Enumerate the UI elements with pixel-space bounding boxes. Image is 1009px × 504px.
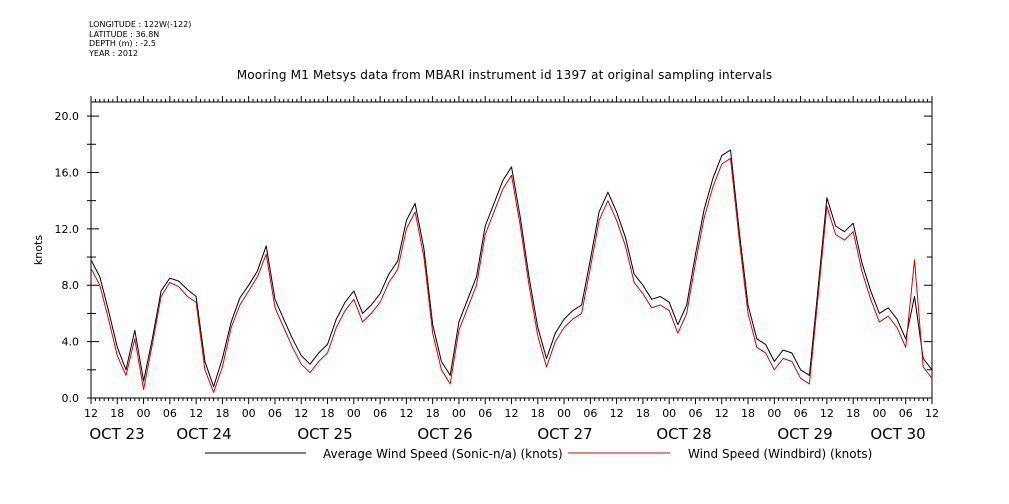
x-hour-label: 12	[610, 407, 624, 420]
x-hour-label: 00	[347, 407, 361, 420]
legend-label-windbird: Wind Speed (Windbird) (knots)	[688, 447, 872, 461]
year-label: YEAR : 2012	[89, 48, 139, 58]
x-hour-label: 12	[820, 407, 834, 420]
x-date-label: OCT 24	[176, 425, 231, 443]
x-hour-label: 06	[899, 407, 913, 420]
x-hour-label: 06	[794, 407, 808, 420]
x-hour-label: 18	[215, 407, 229, 420]
legend-label-sonic: Average Wind Speed (Sonic-n/a) (knots)	[323, 447, 563, 461]
depth-label: DEPTH (m) : -2.5	[89, 39, 156, 48]
x-hour-label: 06	[478, 407, 492, 420]
x-hour-label: 00	[767, 407, 781, 420]
x-date-label: OCT 26	[417, 425, 472, 443]
y-tick-label: 20.0	[55, 110, 80, 123]
y-axis-label: knots	[32, 235, 45, 265]
x-hour-label: 00	[137, 407, 151, 420]
chart-axes	[90, 101, 933, 399]
x-hour-label: 12	[84, 407, 98, 420]
series-line-2	[90, 157, 933, 393]
x-hour-label: 18	[531, 407, 545, 420]
x-hour-label: 00	[662, 407, 676, 420]
x-hour-label: 12	[925, 407, 939, 420]
x-hour-label: 06	[163, 407, 177, 420]
chart-ticks	[87, 96, 933, 404]
x-hour-label: 12	[294, 407, 308, 420]
x-date-label: OCT 28	[656, 425, 711, 443]
x-hour-label: 18	[846, 407, 860, 420]
x-date-label: OCT 27	[537, 425, 592, 443]
x-hour-label: 18	[636, 407, 650, 420]
x-date-label: OCT 30	[870, 425, 925, 443]
x-hour-label: 00	[872, 407, 886, 420]
x-hour-label: 18	[426, 407, 440, 420]
latitude-label: LATITUDE : 36.8N	[89, 29, 160, 39]
x-hour-label: 00	[242, 407, 256, 420]
chart-tick-labels: 0.0 4.0 8.0 12.0 16.0 20.0 knots 12 18 00 06 12 18 00…	[32, 110, 939, 443]
x-hour-label: 12	[399, 407, 413, 420]
series-line-1	[90, 149, 933, 388]
chart-title: Mooring M1 Metsys data from MBARI instru…	[236, 68, 773, 82]
y-tick-label: 0.0	[62, 392, 80, 405]
chart-series	[90, 149, 933, 393]
x-date-label: OCT 23	[89, 425, 144, 443]
x-hour-label: 06	[688, 407, 702, 420]
x-hour-label: 18	[110, 407, 124, 420]
x-hour-label: 00	[452, 407, 466, 420]
y-tick-label: 8.0	[62, 279, 80, 292]
y-tick-label: 16.0	[55, 166, 80, 179]
x-hour-label: 12	[715, 407, 729, 420]
chart-legend: Average Wind Speed (Sonic-n/a) (knots) Wi…	[205, 447, 872, 461]
plot-frame	[90, 101, 933, 399]
x-hour-label: 06	[268, 407, 282, 420]
x-hour-label: 00	[557, 407, 571, 420]
x-hour-label: 12	[189, 407, 203, 420]
x-hour-label: 18	[321, 407, 335, 420]
station-metadata: LONGITUDE : 122W(-122) LATITUDE : 36.8N …	[89, 20, 191, 58]
x-hour-label: 18	[741, 407, 755, 420]
x-date-label: OCT 25	[297, 425, 352, 443]
y-tick-label: 4.0	[62, 336, 80, 349]
x-hour-label: 06	[583, 407, 597, 420]
x-hour-label: 06	[373, 407, 387, 420]
longitude-label: LONGITUDE : 122W(-122)	[89, 20, 192, 29]
x-date-label: OCT 29	[777, 425, 832, 443]
x-hour-label: 12	[505, 407, 519, 420]
y-tick-label: 12.0	[55, 223, 80, 236]
